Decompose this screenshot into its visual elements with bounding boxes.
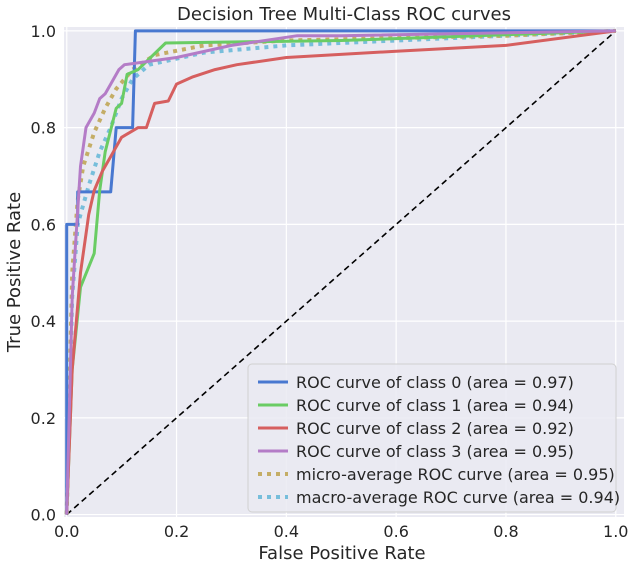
y-tick-label: 0.0 bbox=[31, 506, 56, 525]
y-tick-label: 0.6 bbox=[31, 215, 56, 234]
x-tick-label: 0.2 bbox=[164, 522, 189, 541]
y-axis-label: True Positive Rate bbox=[4, 192, 25, 353]
legend-label: macro-average ROC curve (area = 0.94) bbox=[296, 488, 620, 507]
y-tick-label: 0.4 bbox=[31, 312, 56, 331]
legend-label: micro-average ROC curve (area = 0.95) bbox=[296, 465, 615, 484]
y-tick-label: 1.0 bbox=[31, 22, 56, 41]
series-group bbox=[64, 28, 617, 516]
x-tick-labels: 0.0 0.2 0.4 0.6 0.8 1.0 bbox=[54, 522, 628, 541]
x-tick-label: 0.0 bbox=[54, 522, 79, 541]
x-tick-label: 0.6 bbox=[383, 522, 408, 541]
roc-series-line-5 bbox=[64, 28, 616, 515]
grid-lines bbox=[64, 27, 624, 517]
y-tick-label: 0.2 bbox=[31, 409, 56, 428]
x-tick-label: 1.0 bbox=[603, 522, 628, 541]
y-tick-labels: 0.0 0.2 0.4 0.6 0.8 1.0 bbox=[31, 22, 56, 525]
chart-title: Decision Tree Multi-Class ROC curves bbox=[177, 4, 511, 25]
legend-items: ROC curve of class 0 (area = 0.97) ROC cu… bbox=[258, 373, 620, 507]
roc-series-line-1 bbox=[65, 29, 616, 515]
legend: ROC curve of class 0 (area = 0.97) ROC cu… bbox=[247, 363, 620, 513]
roc-series-line-3 bbox=[65, 29, 616, 515]
legend-label: ROC curve of class 2 (area = 0.92) bbox=[296, 419, 574, 438]
legend-label: ROC curve of class 0 (area = 0.97) bbox=[296, 373, 574, 392]
y-tick-label: 0.8 bbox=[31, 119, 56, 138]
legend-label: ROC curve of class 1 (area = 0.94) bbox=[296, 396, 574, 415]
chance-diagonal-line bbox=[66, 30, 617, 516]
legend-label: ROC curve of class 3 (area = 0.95) bbox=[296, 442, 574, 461]
roc-series-line-2 bbox=[65, 29, 616, 515]
x-tick-label: 0.4 bbox=[274, 522, 299, 541]
legend-box bbox=[247, 363, 617, 513]
x-axis-label: False Positive Rate bbox=[258, 543, 425, 564]
x-tick-label: 0.8 bbox=[493, 522, 518, 541]
